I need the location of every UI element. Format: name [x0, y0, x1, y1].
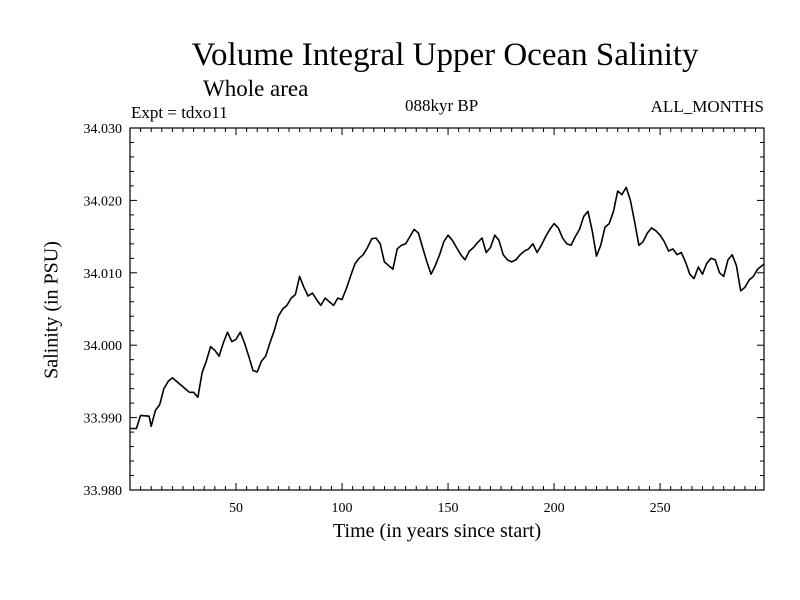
salinity-series-line — [130, 186, 765, 430]
y-tick-label: 34.010 — [84, 267, 123, 282]
chart-title: Volume Integral Upper Ocean Salinity — [191, 37, 699, 73]
y-axis-label: Salinity (in PSU) — [40, 241, 63, 379]
plot-frame — [129, 127, 765, 491]
y-tick-label: 34.000 — [84, 339, 123, 354]
y-tick-label: 34.030 — [84, 122, 123, 137]
y-tick-label: 33.980 — [84, 484, 123, 499]
period-label: 088kyr BP — [405, 96, 479, 115]
x-tick-label: 250 — [650, 501, 671, 516]
axis-tick-labels: 50 100 150 200 250 33.980 33.990 34.000 34.010 34… — [84, 122, 671, 516]
x-tick-label: 200 — [544, 501, 565, 516]
chart-subtitle: Whole area — [203, 76, 309, 101]
experiment-label: Expt = tdxo11 — [131, 103, 228, 122]
y-tick-label: 34.020 — [84, 194, 123, 209]
x-tick-label: 150 — [438, 501, 459, 516]
axis-ticks — [130, 128, 764, 490]
y-tick-label: 33.990 — [84, 412, 123, 427]
months-label: ALL_MONTHS — [650, 97, 764, 116]
x-axis-label: Time (in years since start) — [333, 520, 542, 542]
x-tick-label: 50 — [229, 501, 243, 516]
x-tick-label: 100 — [332, 501, 353, 516]
